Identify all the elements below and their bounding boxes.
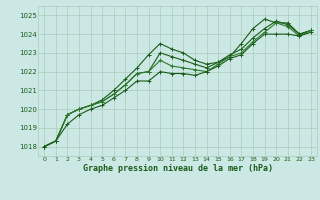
- X-axis label: Graphe pression niveau de la mer (hPa): Graphe pression niveau de la mer (hPa): [83, 164, 273, 173]
